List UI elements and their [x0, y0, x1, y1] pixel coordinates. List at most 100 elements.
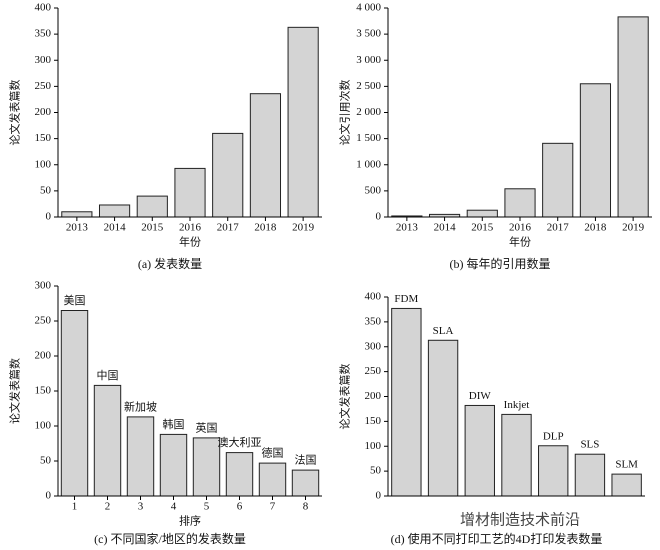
y-tick-label: 1 500 — [356, 132, 381, 144]
bar — [174, 167, 206, 218]
y-tick-label: 2 500 — [356, 80, 381, 92]
bar-label: DIW — [469, 390, 492, 402]
bar — [136, 195, 168, 218]
x-axis-label: 年份 — [509, 235, 531, 249]
caption: (c) 不同国家/地区的发表数量 — [94, 531, 246, 546]
bar — [212, 132, 244, 218]
y-tick-label: 50 — [40, 455, 52, 467]
y-tick-label: 3 500 — [356, 28, 381, 40]
bar — [287, 26, 319, 218]
x-tick-label: 2017 — [217, 222, 240, 234]
y-tick-label: 350 — [365, 315, 382, 327]
y-tick-label: 100 — [365, 440, 382, 452]
bar — [126, 416, 155, 497]
x-tick-label: 2017 — [547, 222, 570, 234]
bar-label: DLP — [543, 430, 564, 442]
y-tick-label: 250 — [365, 365, 382, 377]
y-tick-label: 300 — [365, 340, 382, 352]
y-tick-label: 500 — [365, 184, 382, 196]
watermark: 增材制造技术前沿 — [460, 511, 580, 528]
y-tick-label: 300 — [35, 54, 52, 66]
bar-label: 新加坡 — [124, 399, 157, 413]
bar-label: 澳大利亚 — [218, 435, 262, 449]
x-tick-label: 6 — [237, 501, 243, 513]
bar — [225, 452, 254, 497]
bar-label: 德国 — [262, 446, 284, 460]
x-tick-label: 2018 — [584, 222, 607, 234]
bar — [291, 469, 320, 497]
bar — [249, 93, 282, 218]
x-tick-label: 2016 — [509, 222, 532, 234]
x-tick-label: 2018 — [254, 222, 277, 234]
bar — [93, 384, 122, 497]
y-tick-label: 100 — [35, 420, 52, 432]
x-tick-label: 2014 — [434, 222, 457, 234]
y-tick-label: 200 — [35, 106, 52, 118]
y-tick-label: 0 — [376, 211, 382, 223]
y-tick-label: 250 — [35, 80, 52, 92]
y-tick-label: 2 000 — [356, 106, 381, 118]
y-tick-label: 300 — [35, 280, 52, 292]
bar — [542, 142, 574, 218]
y-tick-label: 1 000 — [356, 158, 381, 170]
y-tick-label: 150 — [35, 132, 52, 144]
y-tick-label: 4 000 — [356, 2, 381, 14]
bar-label: 英国 — [196, 420, 218, 434]
y-axis-label: 论文发表篇数 — [8, 80, 22, 146]
y-tick-label: 200 — [35, 350, 52, 362]
caption: (a) 发表数量 — [138, 256, 202, 271]
y-axis-label: 论文引用次数 — [338, 80, 352, 146]
y-tick-label: 0 — [46, 211, 52, 223]
y-tick-label: 200 — [365, 390, 382, 402]
x-tick-label: 7 — [270, 501, 276, 513]
caption: (d) 使用不同打印工艺的4D打印发表数量 — [391, 531, 603, 546]
bar — [501, 413, 532, 497]
bar — [579, 83, 612, 218]
x-tick-label: 8 — [303, 501, 309, 513]
x-tick-label: 2013 — [66, 222, 89, 234]
y-tick-label: 400 — [365, 291, 382, 303]
bar-label: 中国 — [97, 369, 119, 382]
y-tick-label: 50 — [40, 184, 52, 196]
x-tick-label: 2019 — [622, 222, 645, 234]
bar-label: SLA — [433, 325, 454, 337]
x-tick-label: 2019 — [292, 222, 315, 234]
bar — [466, 209, 498, 218]
bar — [192, 437, 221, 497]
y-tick-label: 3 000 — [356, 54, 381, 66]
y-tick-label: 150 — [35, 385, 52, 397]
y-tick-label: 50 — [370, 465, 382, 477]
bar — [617, 16, 649, 218]
bar — [391, 307, 422, 497]
x-tick-label: 5 — [204, 501, 210, 513]
y-tick-label: 400 — [35, 2, 52, 14]
bar-label: 美国 — [64, 294, 86, 307]
x-tick-label: 2 — [105, 501, 111, 513]
x-tick-label: 2016 — [179, 222, 202, 234]
chart: 0 50 100 150 200 250 300 350 400 2013 2014 2015 2016… — [8, 2, 322, 271]
bar — [464, 404, 495, 497]
bar-label: SLS — [580, 439, 599, 451]
x-axis-label: 年份 — [179, 235, 201, 249]
bar-label: Inkjet — [504, 399, 530, 411]
caption: (b) 每年的引用数量 — [450, 256, 551, 271]
bar — [427, 339, 459, 497]
bar — [98, 204, 131, 218]
bar-label: SLM — [615, 459, 638, 471]
x-tick-label: 1 — [72, 501, 78, 513]
y-axis-label: 论文发表篇数 — [338, 364, 352, 430]
bar — [504, 188, 536, 218]
bar — [61, 211, 93, 218]
y-tick-label: 100 — [35, 158, 52, 170]
x-tick-label: 2014 — [104, 222, 127, 234]
bar — [60, 310, 89, 497]
x-tick-label: 3 — [138, 501, 144, 513]
y-tick-label: 150 — [365, 415, 382, 427]
x-tick-label: 2015 — [141, 222, 164, 234]
chart: 0 50 100 150 200 250 300 1 美国 2 中国 3 新加坡 4 韩国 5 英国 6 澳大利亚 7… — [8, 280, 322, 546]
bar — [159, 433, 188, 497]
x-tick-label: 2013 — [396, 222, 419, 234]
y-tick-label: 350 — [35, 28, 52, 40]
bar — [611, 473, 642, 497]
